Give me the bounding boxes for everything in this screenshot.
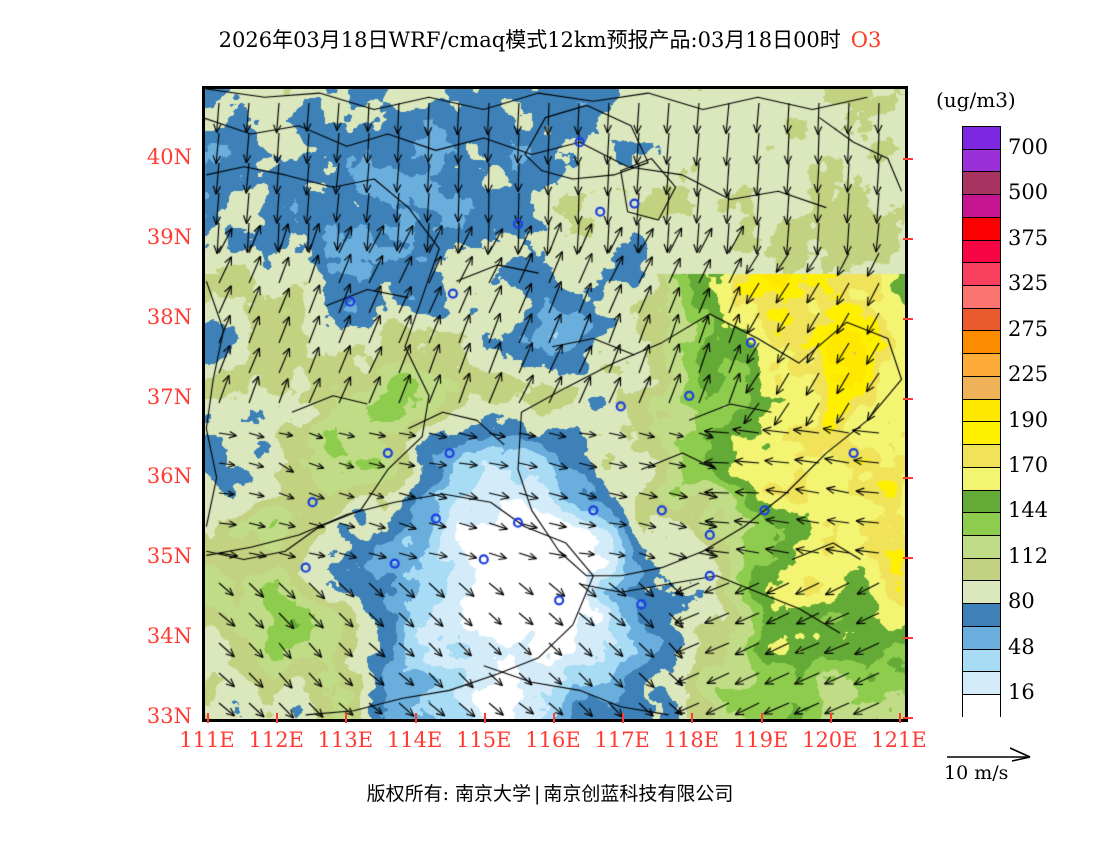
x-axis-label-119e: 119E [732,728,789,752]
colorbar-label-144: 144 [1008,498,1049,523]
x-axis-tick [483,713,486,723]
y-axis-tick [903,237,913,240]
colorbar-band [963,376,1000,400]
y-axis-label-33n: 33N [146,704,192,728]
y-axis-tick [903,397,913,400]
colorbar-label-500: 500 [1008,180,1049,205]
x-axis-tick [899,713,901,723]
ozone-concentration-field [205,89,905,719]
x-axis-label-117e: 117E [594,728,650,752]
y-axis-tick [903,557,913,560]
footer-copyright-text: 版权所有: 南京大学 [366,783,532,805]
colorbar-label-80: 80 [1008,589,1035,614]
y-axis-label-38n: 38N [146,304,192,329]
colorbar-band [963,604,1000,627]
colorbar-band [963,286,1000,309]
chart-title-species: O3 [850,28,882,52]
colorbar-label-190: 190 [1008,407,1049,432]
x-axis-tick [207,713,209,723]
colorbar-band [963,217,1000,241]
colorbar-band [963,672,1000,695]
x-axis-tick [553,713,555,723]
colorbar-band [963,399,1000,423]
colorbar-band [963,649,1000,673]
x-axis-tick [760,713,763,723]
colorbar-band [963,535,1000,559]
colorbar-label-170: 170 [1008,452,1049,477]
x-axis-label-111e: 111E [179,728,235,752]
wind-scale-arrow-icon [944,744,1064,764]
colorbar-label-700: 700 [1008,134,1049,159]
x-axis-label-116e: 116E [525,728,581,752]
x-axis-label-113e: 113E [317,728,374,752]
colorbar-band [963,331,1000,355]
y-axis-tick [903,317,913,320]
colorbar-label-375: 375 [1008,225,1049,250]
colorbar-band [963,308,1000,332]
y-axis-tick [903,637,913,640]
x-axis-tick [276,713,279,723]
colorbar-band [963,694,1000,718]
y-axis-label-35n: 35N [146,544,192,569]
x-axis-label-114e: 114E [386,728,443,752]
x-axis-label-112e: 112E [248,728,304,752]
colorbar-band [963,513,1000,536]
colorbar-label-112: 112 [1008,543,1049,568]
colorbar-band [963,490,1000,514]
footer-copyright: 版权所有: 南京大学 | 南京创蓝科技有限公司 [0,779,1100,806]
y-axis-tick [903,158,913,160]
x-axis-tick [622,713,625,723]
colorbar-band [963,445,1000,468]
x-axis-tick [691,713,694,723]
colorbar-label-275: 275 [1008,316,1049,341]
colorbar-band [963,149,1000,173]
y-axis-label-37n: 37N [146,384,192,409]
x-axis-label-120e: 120E [802,728,858,752]
x-axis-tick [345,713,348,723]
x-axis-label-115e: 115E [456,728,512,752]
y-axis-tick [903,717,913,719]
colorbar-band [963,172,1000,196]
colorbar-band [963,558,1000,582]
x-axis-label-118e: 118E [663,728,720,752]
y-axis-label-39n: 39N [146,224,192,249]
colorbar-band [963,422,1000,446]
chart-title-text: 2026年03月18日WRF/cmaq模式12km预报产品:03月18日00时 [218,28,841,52]
colorbar-band [963,240,1000,264]
colorbar-band [963,127,1000,150]
colorbar-label-325: 325 [1008,271,1049,296]
x-axis-tick [414,713,417,723]
y-axis-label-40n: 40N [146,145,192,169]
colorbar [962,126,1001,718]
forecast-map-plot [202,86,908,722]
colorbar-unit-label: (ug/m3) [936,88,1016,112]
colorbar-label-16: 16 [1008,680,1035,705]
x-axis-label-121e: 121E [871,728,927,752]
colorbar-label-225: 225 [1008,362,1049,387]
footer-separator: | [534,783,541,805]
colorbar-label-48: 48 [1008,634,1035,659]
chart-title: 2026年03月18日WRF/cmaq模式12km预报产品:03月18日00时 O… [0,24,1100,54]
y-axis-tick [903,477,913,480]
colorbar-band [963,581,1000,605]
colorbar-band [963,354,1000,377]
colorbar-band [963,467,1000,491]
colorbar-band [963,263,1000,287]
y-axis-label-34n: 34N [146,624,192,649]
x-axis-tick [829,713,832,723]
colorbar-band [963,626,1000,650]
footer-company-text: 南京创蓝科技有限公司 [543,783,734,805]
colorbar-band [963,195,1000,218]
wind-scale-label: 10 m/s [944,762,1009,784]
y-axis-label-36n: 36N [146,464,192,489]
